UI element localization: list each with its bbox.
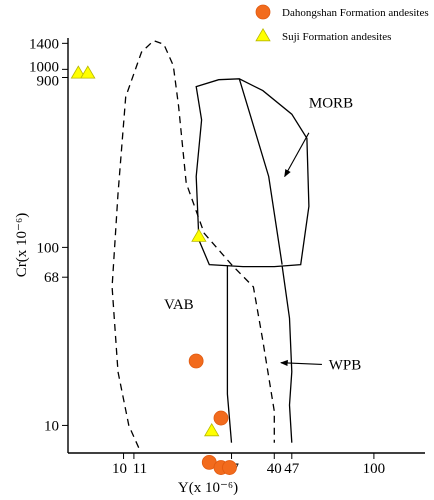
circle-point (213, 410, 229, 426)
circle-point (222, 460, 237, 475)
field-vab: VAB (111, 39, 275, 448)
ticks: 1011274047100106810090010001400 (29, 36, 385, 477)
triangle-point (70, 65, 87, 79)
field-boundary (111, 39, 275, 448)
x-axis-label: Y(x 10⁻⁶) (178, 480, 238, 496)
field-left-boundary (226, 265, 233, 443)
circle-point (188, 353, 204, 369)
triangle-point (80, 65, 96, 79)
legend: Dahongshan Formation andesites Suji Forma… (255, 4, 429, 43)
axes (67, 38, 425, 454)
field-wpb: WPB (226, 265, 362, 443)
y-tick-label: 1400 (29, 36, 59, 52)
field-boundary (195, 78, 310, 268)
y-axis-label: Cr(x 10⁻⁶) (14, 213, 30, 277)
y-tick-label: 1000 (29, 59, 59, 75)
x-tick-label: 10 (112, 461, 127, 477)
legend-circle-marker (255, 4, 271, 20)
y-tick-label: 10 (44, 418, 59, 434)
y-tick-label: 900 (37, 73, 60, 89)
legend-triangle-marker (255, 28, 271, 42)
field-arrow (284, 132, 310, 178)
field-label: MORB (309, 96, 353, 112)
y-tick-label: 68 (44, 270, 59, 286)
legend-label: Dahongshan Formation andesites (282, 7, 429, 19)
triangle-point (204, 423, 220, 437)
series-dahongshan (188, 353, 237, 475)
field-inner-line (238, 78, 283, 265)
field-right-boundary (281, 265, 293, 443)
x-tick-label: 100 (363, 461, 386, 477)
legend-item: Suji Formation andesites (255, 28, 391, 43)
legend-item: Dahongshan Formation andesites (255, 4, 429, 20)
x-tick-label: 40 (267, 461, 282, 477)
x-tick-label: 47 (284, 461, 300, 477)
field-label: WPB (329, 357, 362, 373)
x-tick-label: 11 (133, 461, 147, 477)
field-arrow (280, 359, 322, 367)
data-points (70, 65, 237, 475)
field-morb: MORB (195, 78, 353, 268)
tectonic-fields: MORB WPB VAB (111, 39, 362, 448)
triangle-point (191, 228, 207, 242)
y-tick-label: 100 (37, 240, 60, 256)
legend-label: Suji Formation andesites (282, 31, 391, 43)
series-suji (70, 65, 220, 437)
field-label: VAB (164, 297, 194, 313)
